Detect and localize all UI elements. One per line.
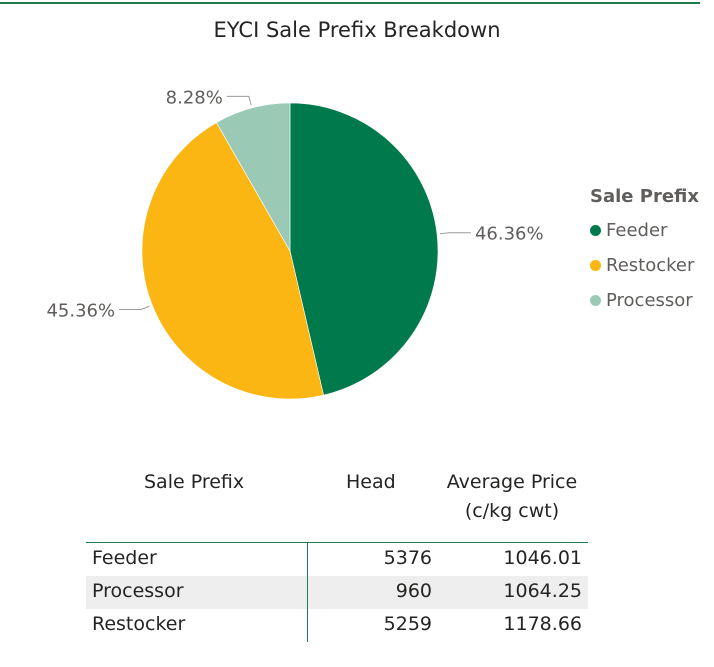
column-header-price-line1: Average Price [446,471,578,493]
cell-head: 960 [395,580,432,602]
column-header-price-line2: (c/kg cwt) [464,500,560,522]
legend-dot-processor [590,295,601,306]
leader-line-processor [226,95,252,106]
legend-dot-restocker [590,260,601,271]
cell-average-price: 1178.66 [503,613,582,635]
table-row[interactable]: Feeder 5376 1046.01 [86,543,588,576]
top-accent-line [0,0,714,4]
cell-average-price: 1046.01 [503,547,582,569]
column-header-average-price[interactable]: Average Price (c/kg cwt) [442,468,582,526]
cell-average-price: 1064.25 [503,580,582,602]
legend-label-processor: Processor [606,290,693,311]
leader-line-feeder [439,232,471,235]
data-label-processor: 8.28% [166,87,223,108]
cell-sale-prefix: Processor [92,580,184,602]
legend-item-feeder[interactable]: Feeder [590,213,699,248]
cell-head: 5259 [383,613,432,635]
chart-title: EYCI Sale Prefix Breakdown [213,18,501,42]
legend-item-restocker[interactable]: Restocker [590,248,699,283]
table-header: Sale Prefix Head Average Price (c/kg cwt… [86,466,588,543]
cell-head: 5376 [383,547,432,569]
legend-title: Sale Prefix [590,186,699,207]
table-row[interactable]: Processor 960 1064.25 [86,576,588,609]
legend: Sale Prefix Feeder Restocker Processor [590,186,699,318]
header-divider [86,542,588,543]
sale-prefix-table: Sale Prefix Head Average Price (c/kg cwt… [86,466,588,642]
leader-line-restocker [119,305,150,311]
table-row[interactable]: Restocker 5259 1178.66 [86,609,588,642]
legend-dot-feeder [590,225,601,236]
column-header-head[interactable]: Head [346,471,396,493]
legend-label-restocker: Restocker [606,255,695,276]
pie-slice-feeder[interactable] [289,102,439,396]
table-body: Feeder 5376 1046.01 Processor 960 1064.2… [86,543,588,642]
data-label-restocker: 45.36% [46,301,115,322]
pie-chart: 46.36% 45.36% 8.28% [46,87,544,400]
pie-slice-processor[interactable] [216,102,291,253]
legend-item-processor[interactable]: Processor [590,283,699,318]
legend-label-feeder: Feeder [606,220,668,241]
pie-slice-restocker[interactable] [141,122,324,400]
column-header-sale-prefix[interactable]: Sale Prefix [144,471,245,493]
column-divider [307,543,308,642]
cell-sale-prefix: Feeder [92,547,157,569]
data-label-feeder: 46.36% [475,224,544,245]
cell-sale-prefix: Restocker [92,613,186,635]
